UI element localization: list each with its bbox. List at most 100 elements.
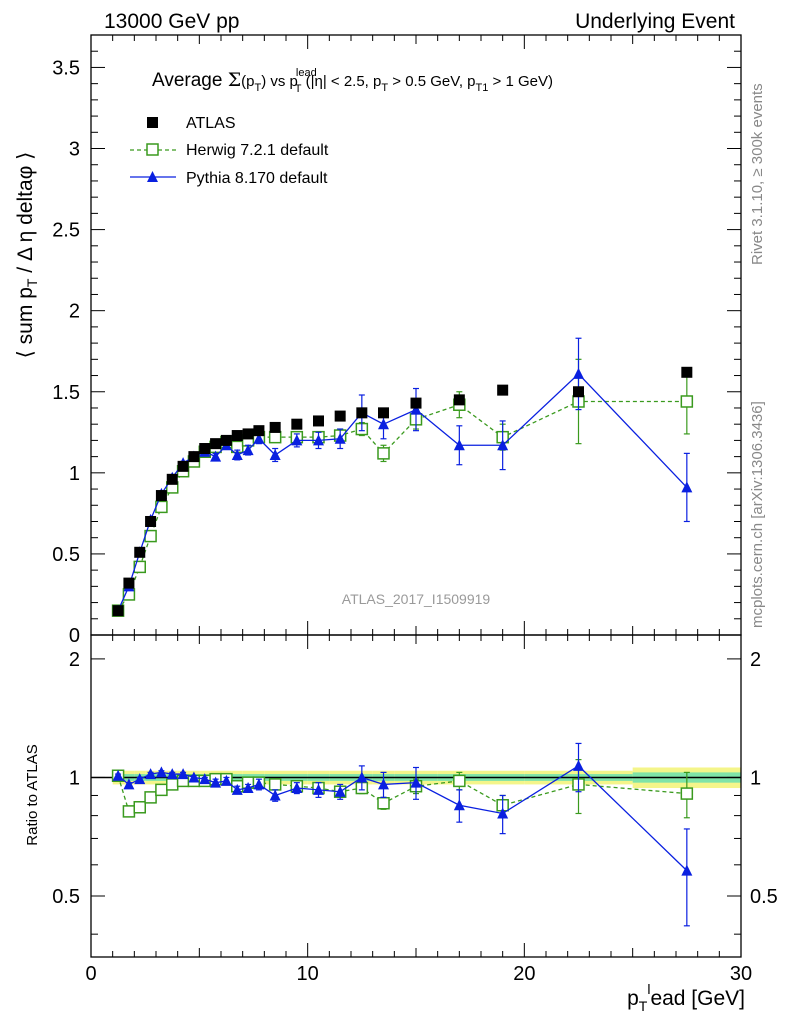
legend-label-herwig: Herwig 7.2.1 default [186,142,329,159]
legend-item-atlas: ATLAS [147,115,236,132]
y-tick-label: 0 [69,625,80,647]
series-pythia-ratio [112,742,693,927]
data-point-atlas [291,418,303,430]
legend-item-herwig: Herwig 7.2.1 default [130,142,329,159]
main-y-axis-label: ⟨ sum pT / Δ η deltaφ ⟩ [14,152,40,359]
data-point-atlas [155,490,167,502]
data-point-pythia [573,367,584,379]
y-tick-label: 1.5 [52,382,80,404]
y-tick-label: 2.5 [52,220,80,242]
header-right: Underlying Event [575,10,735,33]
y-tick-label: 0.5 [52,544,80,566]
data-point-pythia-ratio [155,766,167,778]
data-point-pythia-ratio [356,771,368,783]
series-herwig [111,358,694,617]
data-point-herwig-ratio [268,778,282,791]
data-point-pythia-ratio [242,782,254,794]
data-point-herwig-ratio [133,801,146,814]
data-point-atlas [334,410,346,422]
data-point-atlas [269,421,281,433]
data-point-pythia-ratio [453,799,465,811]
data-point-pythia [210,450,222,462]
x-axis-label: pTlead [GeV] [627,981,745,1014]
data-point-atlas [497,384,509,396]
data-point-pythia-ratio [188,771,200,783]
data-point-pythia-ratio [681,864,693,876]
series-herwig-ratio [111,759,694,819]
data-point-pythia-ratio [123,778,135,790]
legend-marker-pythia [147,171,158,182]
data-point-atlas [112,605,124,617]
data-point-pythia [497,439,509,451]
data-point-pythia-ratio [177,768,189,780]
data-point-pythia-ratio [378,778,389,790]
rivet-label: Rivet 3.1.10, ≥ 300k events [749,83,766,265]
ratio-y-tick-label-right: 0.5 [750,886,778,908]
data-point-atlas [242,428,254,440]
plot-title: Average Σ(pT) vs plead T (|η| < 2.5, pT >… [152,67,553,95]
data-point-herwig-ratio [377,796,390,810]
data-point-pythia-ratio [220,774,232,786]
x-tick-label: 20 [513,963,535,985]
legend-item-pythia: Pythia 8.170 default [130,170,328,187]
data-point-atlas [220,434,232,446]
y-tick-label: 3 [69,139,80,161]
data-point-atlas [188,451,200,463]
data-point-pythia-ratio [145,768,157,780]
data-point-pythia [269,449,281,460]
data-point-pythia-ratio [166,768,178,780]
series-atlas [112,366,693,617]
data-point-pythia [378,418,389,430]
data-point-atlas [573,386,584,398]
ratio-y-tick-label: 0.5 [52,886,80,908]
ratio-y-axis-label: Ratio to ATLAS [24,744,41,845]
data-point-pythia [291,434,303,446]
data-point-herwig-ratio [122,805,136,818]
data-point-pythia-ratio [134,773,146,785]
data-point-atlas [356,407,368,419]
svg-text:pTlead [GeV]: pTlead [GeV] [627,981,745,1014]
x-tick-label: 0 [85,963,96,985]
data-point-atlas [177,460,189,472]
data-point-atlas [681,366,693,378]
data-point-herwig-ratio [680,787,694,800]
ratio-y-tick-label-right: 1 [750,767,761,789]
data-point-pythia [242,444,254,456]
series [111,337,694,927]
data-point-pythia-ratio [497,807,509,819]
data-point-pythia [681,481,693,493]
svg-text:⟨ sum pT / Δ η deltaφ ⟩: ⟨ sum pT / Δ η deltaφ ⟩ [14,152,40,359]
data-point-pythia-ratio [291,782,303,794]
data-point-pythia [231,449,243,460]
data-point-atlas [134,546,146,558]
ratio-y-tick-label-right: 2 [750,649,761,671]
legend-marker-atlas [147,117,158,128]
data-point-atlas [231,430,243,442]
ratio-y-tick-label: 1 [69,767,80,789]
data-point-atlas [123,577,135,589]
data-point-herwig [377,447,390,460]
header-left: 13000 GeV pp [104,10,239,33]
legend-marker-herwig [146,143,159,156]
series-line-pythia [117,373,688,611]
data-point-atlas [313,415,324,427]
data-point-pythia [334,432,346,444]
ratio-y-tick-label: 2 [69,649,80,671]
data-point-herwig-ratio [166,778,179,791]
data-point-atlas [199,443,211,455]
analysis-label: ATLAS_2017_I1509919 [342,591,491,607]
data-point-pythia-ratio [573,759,584,771]
data-point-pythia-ratio [210,776,222,788]
data-point-herwig-ratio [144,791,157,804]
data-point-pythia [410,403,422,415]
data-point-pythia-ratio [334,785,346,797]
y-tick-label: 2 [69,301,80,323]
data-point-pythia-ratio [231,783,243,795]
data-point-herwig [268,430,282,444]
data-point-pythia-ratio [199,773,211,785]
data-point-herwig [680,395,694,408]
data-point-pythia-ratio [410,776,422,788]
mcplots-label: mcplots.cern.ch [arXiv:1306.3436] [749,401,766,628]
legend-label-atlas: ATLAS [186,115,236,132]
